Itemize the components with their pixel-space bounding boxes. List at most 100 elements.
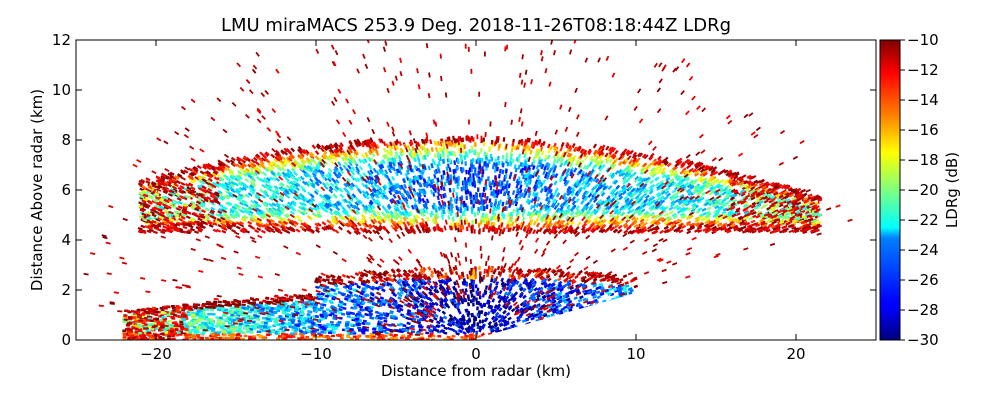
ldr-pixel bbox=[690, 208, 696, 213]
ldr-pixel bbox=[481, 166, 484, 171]
ldr-pixel bbox=[182, 225, 188, 230]
ldr-pixel bbox=[166, 180, 172, 185]
ldr-pixel bbox=[151, 213, 157, 218]
ldr-pixel bbox=[139, 208, 145, 213]
ldr-pixel bbox=[652, 214, 658, 220]
ldr-pixel bbox=[656, 193, 662, 198]
ldr-pixel bbox=[473, 171, 477, 176]
ldr-pixel bbox=[168, 201, 174, 206]
ldr-pixel bbox=[382, 225, 388, 231]
ldr-pixel bbox=[315, 144, 321, 150]
ldr-pixel bbox=[179, 185, 185, 190]
ldr-pixel bbox=[397, 155, 402, 161]
ldr-pixel bbox=[409, 148, 413, 154]
ldr-pixel bbox=[466, 206, 469, 211]
ldr-pixel bbox=[586, 182, 591, 188]
ldr-pixel bbox=[274, 188, 280, 193]
ldr-pixel bbox=[787, 187, 793, 192]
ldr-pixel bbox=[299, 175, 305, 181]
ldr-pixel bbox=[247, 212, 253, 217]
ldr-pixel bbox=[256, 177, 262, 182]
ldr-pixel bbox=[607, 185, 613, 191]
ldr-pixel bbox=[483, 161, 486, 167]
ldr-pixel bbox=[326, 219, 332, 224]
ldr-pixel bbox=[143, 197, 149, 201]
ldr-pixel bbox=[333, 149, 338, 155]
ldr-pixel bbox=[263, 201, 269, 206]
ldr-pixel bbox=[370, 195, 375, 201]
ldr-pixel bbox=[462, 149, 465, 154]
ldr-pixel bbox=[503, 191, 507, 197]
ldr-pixel bbox=[566, 152, 571, 158]
ldr-pixel bbox=[321, 221, 327, 226]
ldr-pixel bbox=[574, 146, 579, 152]
ldr-pixel bbox=[473, 229, 476, 234]
ldr-pixel bbox=[386, 205, 391, 211]
ldr-pixel bbox=[477, 178, 480, 184]
ldr-pixel bbox=[661, 171, 666, 176]
ldr-pixel bbox=[589, 203, 594, 209]
ldr-pixel bbox=[327, 171, 333, 177]
ldr-pixel bbox=[464, 181, 468, 187]
ldr-pixel bbox=[659, 182, 665, 187]
ldr-pixel bbox=[450, 151, 453, 156]
ldr-pixel bbox=[592, 143, 598, 149]
ldr-pixel bbox=[689, 179, 695, 184]
ldr-pixel bbox=[428, 212, 433, 218]
ldr-pixel bbox=[534, 179, 539, 185]
ldr-pixel bbox=[239, 201, 245, 206]
ldr-pixel bbox=[306, 224, 312, 229]
ldr-pixel bbox=[191, 171, 197, 176]
ldr-pixel bbox=[158, 200, 164, 205]
ldr-pixel bbox=[347, 219, 353, 225]
ldr-pixel bbox=[714, 217, 720, 222]
ldr-pixel bbox=[567, 196, 572, 202]
ldr-pixel bbox=[461, 142, 464, 148]
ldr-pixel bbox=[463, 155, 467, 160]
ldr-pixel bbox=[293, 182, 299, 188]
ldr-pixel bbox=[465, 195, 468, 201]
ldr-pixel bbox=[326, 156, 331, 161]
ldr-pixel bbox=[759, 218, 765, 223]
ldr-pixel bbox=[523, 177, 528, 183]
ldr-pixel bbox=[542, 229, 548, 235]
ldr-pixel bbox=[316, 143, 322, 149]
ldr-pixel bbox=[477, 157, 480, 163]
ldr-pixel bbox=[293, 158, 298, 164]
ldr-pixel bbox=[617, 168, 623, 174]
ldr-pixel bbox=[509, 157, 513, 163]
ldr-pixel bbox=[370, 188, 376, 194]
ldr-pixel bbox=[359, 227, 365, 232]
ldr-pixel bbox=[655, 221, 661, 226]
ldr-pixel bbox=[679, 212, 685, 217]
ldr-pixel bbox=[384, 169, 389, 175]
ldr-pixel bbox=[233, 182, 239, 187]
ldr-pixel bbox=[220, 222, 226, 226]
ldr-pixel bbox=[462, 211, 466, 217]
ldr-pixel bbox=[307, 181, 312, 187]
ldr-pixel bbox=[345, 177, 351, 183]
ldr-pixel bbox=[805, 207, 811, 212]
ldr-pixel bbox=[435, 181, 440, 187]
ldr-pixel bbox=[791, 226, 797, 230]
ldr-pixel bbox=[811, 221, 817, 225]
ldr-pixel bbox=[141, 207, 147, 212]
ldr-pixel bbox=[481, 213, 485, 218]
ldr-pixel bbox=[347, 164, 352, 170]
ldr-pixel bbox=[698, 177, 704, 183]
ldr-pixel bbox=[253, 203, 259, 208]
ldr-pixel bbox=[278, 218, 284, 223]
ldr-pixel bbox=[620, 184, 626, 190]
ldr-pixel bbox=[217, 190, 223, 195]
ldr-pixel bbox=[304, 149, 310, 155]
ldr-pixel bbox=[505, 180, 509, 186]
ldr-pixel bbox=[392, 157, 397, 163]
ldr-pixel bbox=[295, 195, 301, 201]
ldr-pixel bbox=[378, 224, 384, 230]
ldr-pixel bbox=[210, 201, 216, 206]
ldr-pixel bbox=[465, 190, 468, 195]
ldr-pixel bbox=[202, 191, 208, 196]
ldr-pixel bbox=[640, 229, 646, 234]
ldr-pixel bbox=[169, 223, 175, 228]
ldr-pixel bbox=[816, 224, 822, 229]
